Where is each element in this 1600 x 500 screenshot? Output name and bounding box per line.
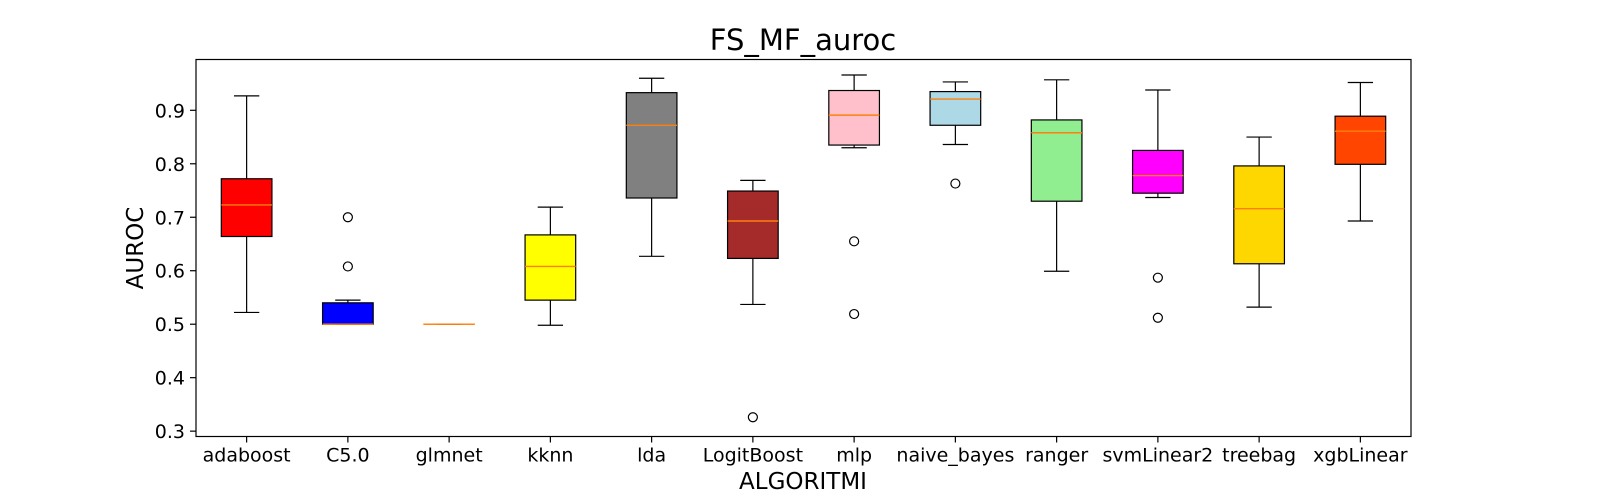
box-adaboost (220, 178, 273, 238)
x-tick-label: glmnet (416, 445, 483, 467)
x-tick-label: kknn (527, 445, 573, 467)
y-axis-title: AUROC (123, 207, 149, 290)
box-mlp (828, 89, 881, 146)
outlier-point (849, 308, 860, 320)
y-tick-label: 0.8 (155, 154, 185, 176)
axes-frame (195, 58, 1412, 438)
box-naive_bayes (929, 90, 982, 126)
outlier-point (342, 212, 353, 223)
x-tick-label: treebag (1222, 445, 1296, 467)
y-tick-label: 0.4 (155, 368, 185, 390)
x-tick-label: svmLinear2 (1102, 445, 1213, 467)
box-LogitBoost (726, 190, 779, 260)
x-tick-label: adaboost (203, 445, 291, 467)
box-ranger (1030, 119, 1083, 202)
outlier-point (849, 236, 860, 247)
outlier-point (950, 178, 961, 189)
box-lda (625, 92, 678, 199)
x-tick-label: naive_bayes (896, 445, 1014, 467)
outlier-point (747, 412, 758, 423)
box-svmLinear2 (1131, 149, 1184, 194)
box-treebag (1233, 165, 1286, 265)
chart-title: FS_MF_auroc (710, 23, 896, 57)
y-tick-label: 0.7 (155, 207, 185, 229)
x-tick-label: ranger (1025, 445, 1088, 467)
box-kknn (524, 234, 577, 301)
x-tick-label: C5.0 (326, 445, 369, 467)
y-tick-label: 0.6 (155, 261, 185, 283)
y-tick-label: 0.9 (155, 100, 185, 122)
outlier-point (1152, 312, 1163, 323)
y-tick-label: 0.5 (155, 314, 185, 336)
x-tick-label: LogitBoost (703, 445, 803, 467)
x-axis-title: ALGORITMI (739, 469, 867, 495)
x-tick-label: xgbLinear (1313, 445, 1408, 467)
box-xgbLinear (1334, 115, 1387, 165)
x-tick-label: mlp (836, 445, 872, 467)
x-tick-label: lda (637, 445, 666, 467)
plot-area: 0.3 0.4 0.5 0.6 0.7 0.8 0.9 adaboost C5.0 glmnet k… (155, 74, 1408, 467)
box-C5.0 (321, 302, 374, 325)
outlier-point (1152, 272, 1163, 283)
outlier-point (342, 261, 353, 272)
y-tick-label: 0.3 (155, 421, 185, 443)
